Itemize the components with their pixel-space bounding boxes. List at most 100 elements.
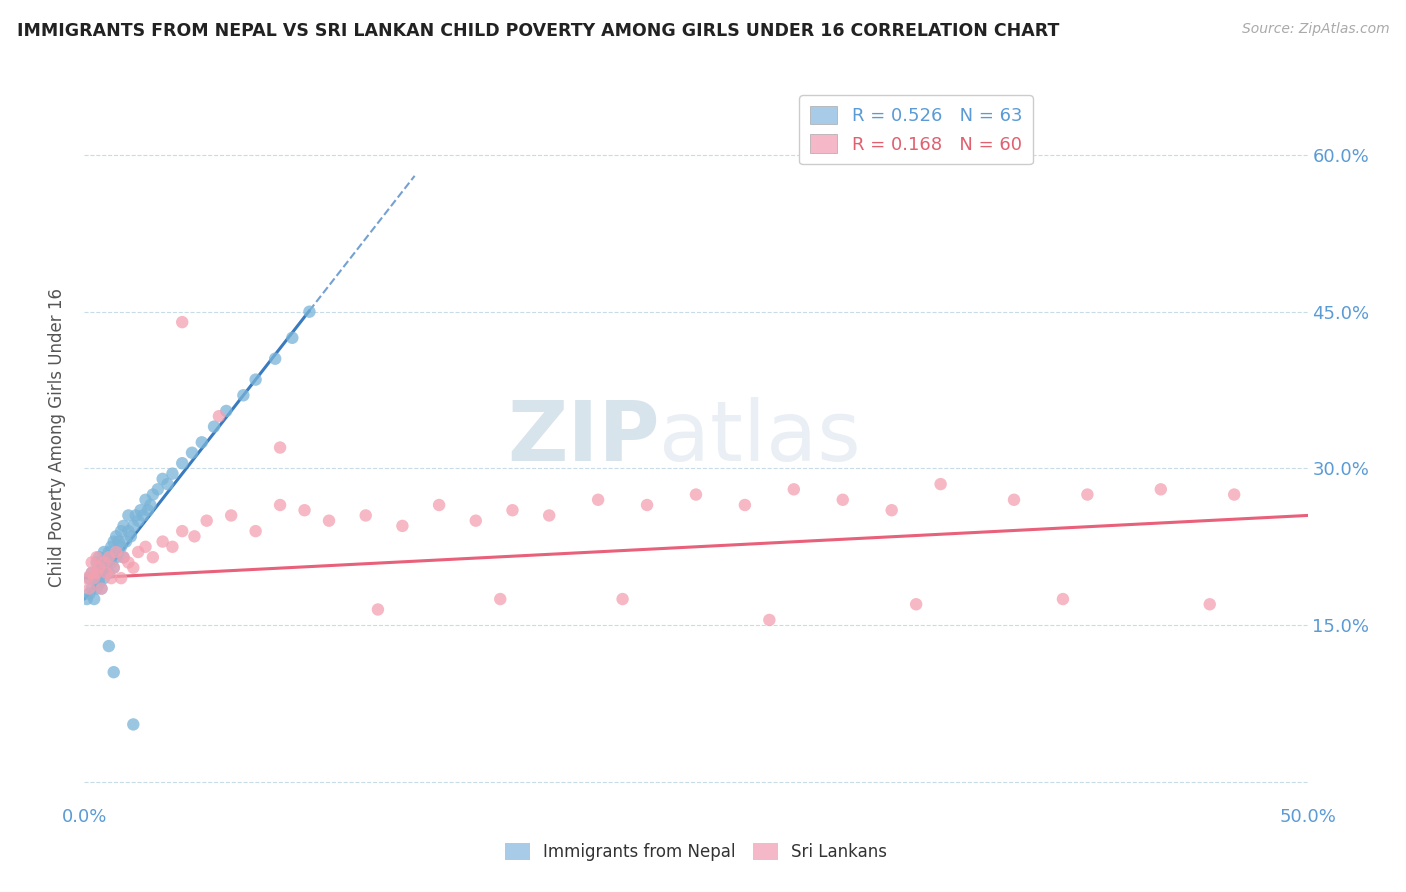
Point <box>146 483 169 497</box>
Point <box>96 560 118 574</box>
Point <box>112 550 135 565</box>
Point <box>105 545 128 559</box>
Point <box>90 582 112 596</box>
Point <box>831 492 853 507</box>
Point <box>112 519 135 533</box>
Point <box>93 571 115 585</box>
Point <box>107 534 129 549</box>
Point <box>636 498 658 512</box>
Point <box>110 524 132 538</box>
Point <box>195 514 218 528</box>
Point <box>90 582 112 596</box>
Point <box>96 550 118 565</box>
Point <box>281 331 304 345</box>
Point <box>612 592 634 607</box>
Point <box>183 529 205 543</box>
Point <box>215 404 238 418</box>
Point <box>181 446 204 460</box>
Point <box>103 534 125 549</box>
Text: Source: ZipAtlas.com: Source: ZipAtlas.com <box>1241 22 1389 37</box>
Point <box>202 419 225 434</box>
Point <box>117 556 139 570</box>
Point <box>142 550 165 565</box>
Point <box>135 492 157 507</box>
Point <box>132 508 155 523</box>
Point <box>86 556 108 570</box>
Point <box>83 592 105 607</box>
Point <box>1052 592 1074 607</box>
Point <box>142 487 165 501</box>
Point <box>107 545 129 559</box>
Point <box>127 545 149 559</box>
Point <box>586 492 609 507</box>
Point <box>112 550 135 565</box>
Point <box>105 529 128 543</box>
Point <box>152 472 174 486</box>
Point <box>245 524 267 538</box>
Point <box>97 545 120 559</box>
Point <box>103 560 125 574</box>
Point <box>127 514 149 528</box>
Point <box>734 498 756 512</box>
Point <box>76 592 98 607</box>
Point <box>172 524 194 538</box>
Point <box>77 571 100 585</box>
Point <box>122 519 145 533</box>
Point <box>172 456 194 470</box>
Point <box>232 388 254 402</box>
Point <box>783 483 806 497</box>
Point <box>269 498 291 512</box>
Point <box>489 592 512 607</box>
Point <box>76 571 98 585</box>
Point <box>905 597 928 611</box>
Point <box>105 550 128 565</box>
Point <box>156 477 179 491</box>
Point <box>1223 487 1246 501</box>
Text: IMMIGRANTS FROM NEPAL VS SRI LANKAN CHILD POVERTY AMONG GIRLS UNDER 16 CORRELATI: IMMIGRANTS FROM NEPAL VS SRI LANKAN CHIL… <box>17 22 1059 40</box>
Point <box>758 613 780 627</box>
Point <box>122 717 145 731</box>
Point <box>122 560 145 574</box>
Point <box>110 540 132 554</box>
Point <box>93 556 115 570</box>
Point <box>110 571 132 585</box>
Point <box>77 582 100 596</box>
Point <box>427 498 450 512</box>
Point <box>87 571 110 585</box>
Point <box>1198 597 1220 611</box>
Point <box>90 560 112 574</box>
Y-axis label: Child Poverty Among Girls Under 16: Child Poverty Among Girls Under 16 <box>48 287 66 587</box>
Point <box>464 514 486 528</box>
Point <box>172 315 194 329</box>
Point <box>86 582 108 596</box>
Point <box>135 540 157 554</box>
Point <box>93 545 115 559</box>
Point <box>538 508 561 523</box>
Point <box>83 571 105 585</box>
Point <box>83 571 105 585</box>
Point <box>208 409 231 424</box>
Point <box>117 524 139 538</box>
Point <box>103 665 125 680</box>
Point <box>162 540 184 554</box>
Point <box>318 514 340 528</box>
Point <box>100 571 122 585</box>
Text: ZIP: ZIP <box>506 397 659 477</box>
Point <box>294 503 316 517</box>
Point <box>87 576 110 591</box>
Point <box>929 477 952 491</box>
Point <box>1002 492 1025 507</box>
Point <box>264 351 287 366</box>
Point <box>125 508 148 523</box>
Point <box>245 373 267 387</box>
Point <box>391 519 413 533</box>
Point <box>120 529 142 543</box>
Point <box>136 503 159 517</box>
Point <box>100 556 122 570</box>
Point <box>162 467 184 481</box>
Point <box>117 508 139 523</box>
Point <box>139 498 162 512</box>
Point <box>97 566 120 580</box>
Point <box>96 566 118 580</box>
Point <box>298 304 321 318</box>
